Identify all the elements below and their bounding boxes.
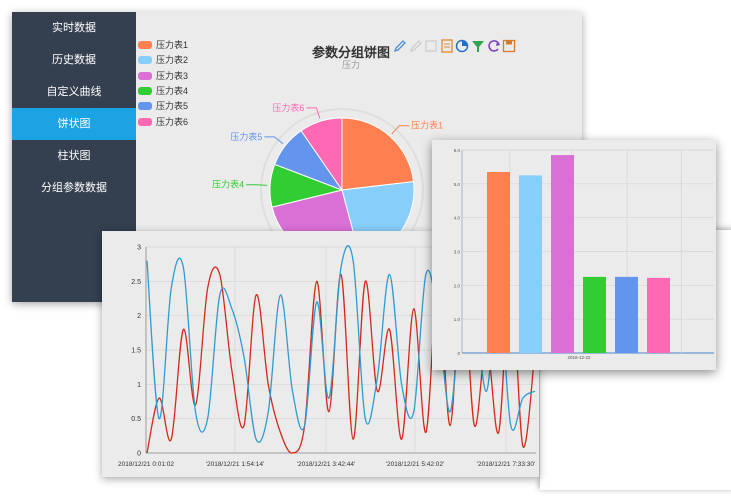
bar[interactable] [583, 276, 606, 353]
y-tick-label: 6.0 [454, 148, 461, 153]
bar-chart-window: 0 1.0 2.0 3.0 4.0 5.0 6.0 2018-12-22 [432, 140, 716, 370]
sidebar-item-6[interactable]: 分组参数数据 [41, 182, 107, 194]
legend-label: 压力表6 [156, 116, 189, 127]
x-tick-label: '2018/12/21 5:42:02' [386, 461, 445, 468]
legend-item[interactable]: 压力表4 [138, 85, 218, 99]
y-tick-label: 3.0 [454, 250, 461, 255]
y-tick-label: 1.0 [454, 317, 461, 322]
pie-chart: 压力表1 压力表4 压力表5 压力表6 [212, 102, 443, 272]
y-tick-label: 0.5 [131, 416, 141, 423]
legend-label: 压力表5 [156, 101, 189, 112]
legend-swatch [138, 86, 152, 95]
pie-chart-title: 参数分组饼图 [311, 45, 390, 60]
bar-chart: 0 1.0 2.0 3.0 4.0 5.0 6.0 2018-12-22 [454, 148, 714, 360]
y-tick-label: 4.0 [454, 216, 461, 221]
pie-slice-label: 压力表1 [411, 120, 443, 131]
sidebar-item-4[interactable]: 饼状图 [12, 108, 136, 140]
legend-item[interactable]: 压力表5 [138, 100, 218, 114]
y-tick-label: 0 [137, 451, 141, 458]
bar[interactable] [519, 175, 542, 353]
y-tick-label: 2.5 [131, 279, 141, 286]
eraser-icon[interactable] [423, 38, 439, 54]
bar[interactable] [615, 276, 638, 353]
pie-label-line [264, 136, 284, 145]
bar[interactable] [647, 277, 670, 353]
legend-item[interactable]: 压力表3 [138, 70, 218, 84]
legend-swatch [138, 102, 152, 111]
x-tick-label: '2018/12/21 3:42:44' [297, 461, 356, 468]
bar[interactable] [551, 155, 574, 353]
legend-item[interactable]: 压力表1 [138, 39, 218, 53]
bar[interactable] [487, 171, 510, 353]
pen-disabled-icon[interactable] [408, 38, 424, 54]
legend-swatch [138, 56, 152, 65]
pie-slice[interactable] [300, 117, 343, 192]
legend-label: 压力表3 [156, 70, 189, 81]
legend-swatch [138, 41, 152, 49]
y-tick-label: 5.0 [454, 182, 461, 187]
legend-swatch [138, 71, 152, 80]
legend-label: 压力表2 [156, 55, 189, 66]
y-tick-label: 2 [137, 313, 141, 320]
x-tick-label: 2018/12/21 0:01:02 [118, 461, 174, 468]
save-image-icon[interactable] [501, 38, 517, 54]
x-tick-label: '2018/12/21 7:33:30' [477, 461, 536, 468]
pie-slice-label: 压力表6 [272, 102, 304, 113]
pie-label-line [246, 184, 268, 186]
y-tick-label: 0 [457, 351, 460, 356]
pie-slice-label: 压力表4 [212, 179, 244, 190]
y-tick-label: 1.5 [131, 348, 141, 355]
pie-chart-subtitle: 压力 [341, 60, 360, 70]
sidebar-item-1[interactable]: 实时数据 [52, 22, 96, 34]
sidebar: 实时数据历史数据自定义曲线饼状图柱状图分组参数数据 [12, 12, 136, 302]
data-view-icon[interactable] [439, 38, 455, 54]
line-series-red[interactable] [146, 266, 536, 454]
sidebar-item-5[interactable]: 柱状图 [57, 150, 91, 162]
pie-slice-label: 压力表5 [230, 131, 262, 142]
y-tick-label: 3 [137, 245, 141, 252]
legend-item[interactable]: 压力表6 [138, 116, 218, 130]
pie-label-line [306, 107, 321, 119]
pen-icon[interactable] [392, 38, 408, 54]
x-tick-label: '2018/12/21 1:54:14' [206, 461, 265, 468]
filter-icon[interactable] [470, 38, 486, 54]
y-tick-label: 2.0 [454, 283, 461, 288]
refresh-icon[interactable] [486, 38, 502, 54]
legend-label: 压力表1 [156, 40, 189, 50]
sidebar-item-3[interactable]: 自定义曲线 [46, 86, 102, 98]
legend-label: 压力表4 [156, 85, 189, 96]
chart-toolbox [392, 38, 532, 56]
sidebar-item-2[interactable]: 历史数据 [52, 54, 96, 66]
legend-item[interactable]: 压力表2 [138, 54, 218, 68]
pie-label-line [391, 125, 410, 135]
legend-swatch [138, 117, 152, 126]
y-tick-label: 1 [137, 382, 141, 389]
pie-slice[interactable] [341, 117, 415, 191]
x-tick-label: 2018-12-22 [567, 355, 591, 360]
pie-switch-icon[interactable] [454, 38, 470, 54]
